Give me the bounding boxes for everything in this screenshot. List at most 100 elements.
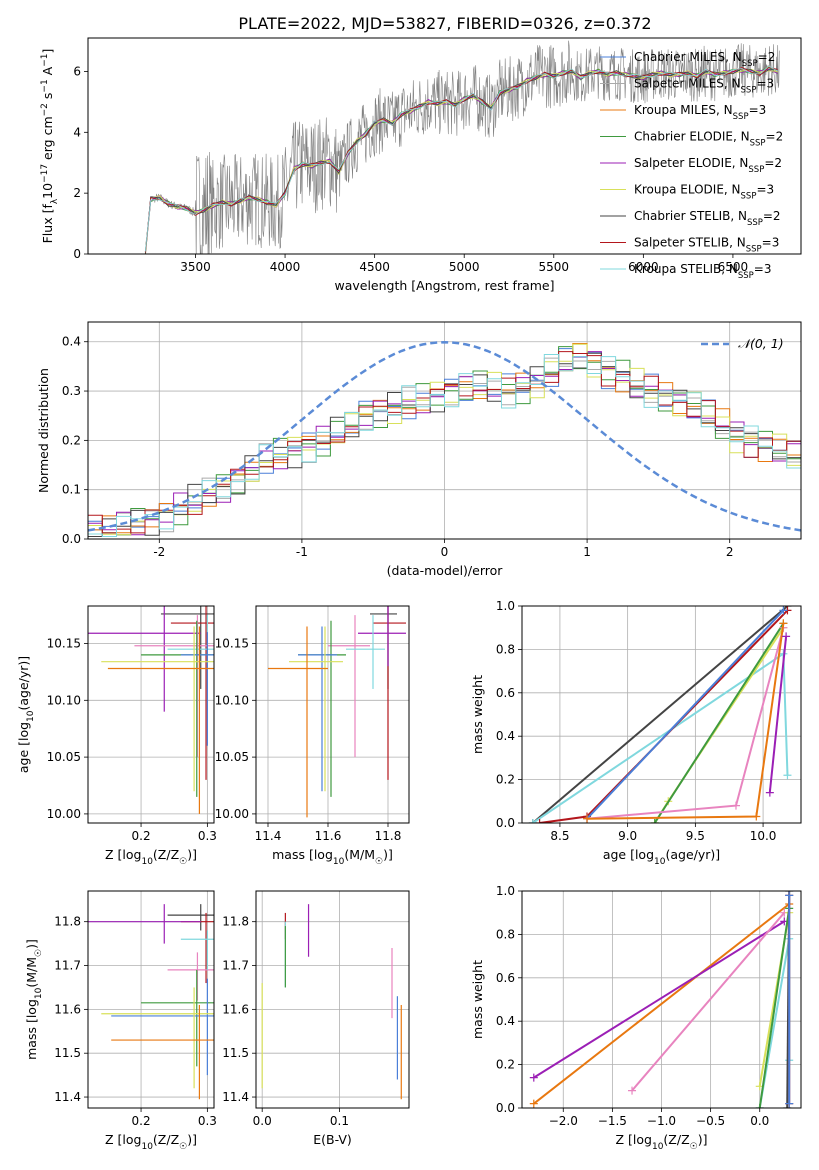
legend-entry: Salpeter ELODIE, NSSP=2 (634, 156, 782, 175)
axes-frame (87, 37, 802, 255)
y-tick-label: 0.6 (496, 971, 515, 985)
panel-mass-vs-Z: 0.2 0.3 11.4 11.5 11.6 11.7 11.8 Z [log10(Z/Z☉)… (24, 890, 217, 1152)
series-marker (628, 1086, 637, 1095)
y-tick-label: 11.8 (54, 915, 81, 929)
series-marker (779, 606, 788, 615)
x-tick-label: 6500 (718, 260, 749, 274)
series-line-chabrier_stelib (532, 606, 789, 823)
panel-residuals: -2 -1 0 1 2 0.0 0.1 0.2 0.3 0.4 (data-model)/error… (36, 321, 802, 578)
x-tick-label: 0.2 (132, 829, 151, 843)
panel-mass-weight-vs-age: 8.5 9.0 9.5 10.0 0.0 0.2 0.4 0.6 0.8 1.0 age [log1… (470, 599, 802, 867)
histogram-kroupa_stelib (88, 354, 801, 537)
y-tick-label: 2 (73, 186, 81, 200)
series-line-chabrier_elodie (653, 622, 785, 823)
y-tick-label: 11.4 (54, 1090, 81, 1104)
x-tick-label: 5500 (539, 260, 570, 274)
panel-age-vs-mass: 11.4 11.6 11.8 10.00 10.05 10.10 10.15 mass [lo… (215, 605, 410, 867)
legend-entry: Salpeter MILES, NSSP=3 (634, 77, 774, 96)
y-tick-label: 4 (73, 125, 81, 139)
y-tick-label: 10.00 (47, 807, 81, 821)
series-marker (779, 619, 788, 628)
x-tick-label: −1.0 (647, 1114, 676, 1128)
y-tick-label: 0.3 (62, 384, 81, 398)
axes-frame (521, 890, 802, 1109)
x-tick-label: -2 (153, 545, 165, 559)
panel-mass-weight-vs-Z: −2.0 −1.5 −1.0 −0.5 0.0 0.0 0.2 0.4 0.6 0.8 1.0 Z [… (470, 884, 802, 1152)
series-line-pink (631, 912, 786, 1092)
plot-area (268, 606, 406, 818)
series-marker (731, 801, 740, 810)
series-marker (583, 814, 592, 823)
series-line-pink (586, 627, 785, 820)
series-marker (765, 788, 774, 797)
series-marker (529, 1073, 538, 1082)
model-line-salpeter_elodie (145, 69, 778, 254)
x-tick-label: 0.3 (198, 829, 217, 843)
x-axis-label: Z [log10(Z/Z☉)] (105, 1132, 197, 1152)
x-axis-label: mass [log10(M/M☉)] (272, 847, 393, 867)
plot-area (144, 40, 780, 254)
panel-age-vs-Z: 0.2 0.3 10.00 10.05 10.10 10.15 Z [log10(Z/Z☉)… (16, 605, 217, 867)
y-tick-label: 10.10 (215, 693, 249, 707)
y-tick-label: 0.4 (496, 1014, 515, 1028)
y-tick-label: 11.5 (222, 1046, 249, 1060)
y-tick-label: 0.2 (496, 1058, 515, 1072)
y-axis-label: Normed distribution (36, 368, 51, 493)
axes-frame (255, 890, 410, 1109)
x-tick-label: −1.5 (598, 1114, 627, 1128)
x-tick-label: 9.5 (686, 829, 705, 843)
x-axis-label: Z [log10(Z/Z☉)] (105, 847, 197, 867)
series-line-chabrier_miles (586, 609, 785, 820)
y-tick-label: 0.0 (62, 532, 81, 546)
x-tick-label: 0 (441, 545, 449, 559)
axes-frame (87, 321, 802, 540)
x-tick-label: 0.0 (253, 1114, 272, 1128)
y-axis-label: age [log10(age/yr)] (16, 656, 36, 773)
legend-entry: Kroupa ELODIE, NSSP=3 (634, 183, 774, 202)
plot-area (528, 606, 792, 823)
series-line-salpeter_elodie (768, 636, 788, 793)
legend-entry: Chabrier STELIB, NSSP=2 (634, 209, 781, 228)
y-tick-label: 10.05 (215, 750, 249, 764)
x-tick-label: 6000 (628, 260, 659, 274)
y-tick-label: 0.8 (496, 642, 515, 656)
y-axis-label: Flux [fλ10−17 erg cm−2 s−1 A−1] (40, 49, 60, 244)
legend-entry: Kroupa MILES, NSSP=3 (634, 103, 766, 122)
y-tick-label: 11.6 (54, 1002, 81, 1016)
x-tick-label: 11.6 (315, 829, 342, 843)
y-axis-label: mass [log10(M/M☉)] (24, 939, 44, 1060)
x-tick-label: 3500 (180, 260, 211, 274)
figure-title: PLATE=2022, MJD=53827, FIBERID=0326, z=0… (238, 14, 651, 33)
axes-frame (521, 605, 802, 824)
y-tick-label: 10.10 (47, 693, 81, 707)
series-marker (785, 891, 794, 900)
legend-entry: Kroupa STELIB, NSSP=3 (634, 262, 772, 281)
y-axis-label: mass weight (470, 960, 485, 1039)
model-line-kroupa_stelib (144, 65, 778, 252)
data-spectrum-line (145, 40, 780, 254)
x-axis-label: wavelength [Angstrom, rest frame] (334, 278, 554, 293)
legend-entry: Chabrier MILES, NSSP=2 (634, 50, 775, 69)
panels: 3500 4000 4500 5000 5500 6000 6500 0 2 4 6 waveleng… (16, 37, 802, 1152)
x-tick-label: 5000 (449, 260, 480, 274)
x-tick-label: 11.8 (375, 829, 402, 843)
x-tick-label: 1 (583, 545, 591, 559)
series-marker (783, 1104, 792, 1108)
plot-area (88, 340, 801, 537)
y-tick-label: 0.4 (62, 335, 81, 349)
plot-area (261, 904, 402, 1100)
y-tick-label: 0.6 (496, 686, 515, 700)
y-tick-label: 6 (73, 64, 81, 78)
axes-frame (87, 890, 215, 1109)
x-tick-label: 2 (726, 545, 734, 559)
legend-entry: Salpeter STELIB, NSSP=3 (634, 236, 779, 255)
x-axis-label: (data-model)/error (387, 563, 504, 578)
plot-area (529, 891, 794, 1108)
series-marker (535, 819, 544, 823)
panel-mass-vs-ebv: 0.0 0.1 11.4 11.5 11.6 11.7 11.8 E(B-V) (222, 890, 410, 1147)
legend-entry: 𝒩(0, 1) (738, 336, 784, 351)
histogram-chabrier_stelib (88, 352, 801, 537)
y-tick-label: 10.00 (215, 807, 249, 821)
series-marker (755, 1104, 764, 1108)
